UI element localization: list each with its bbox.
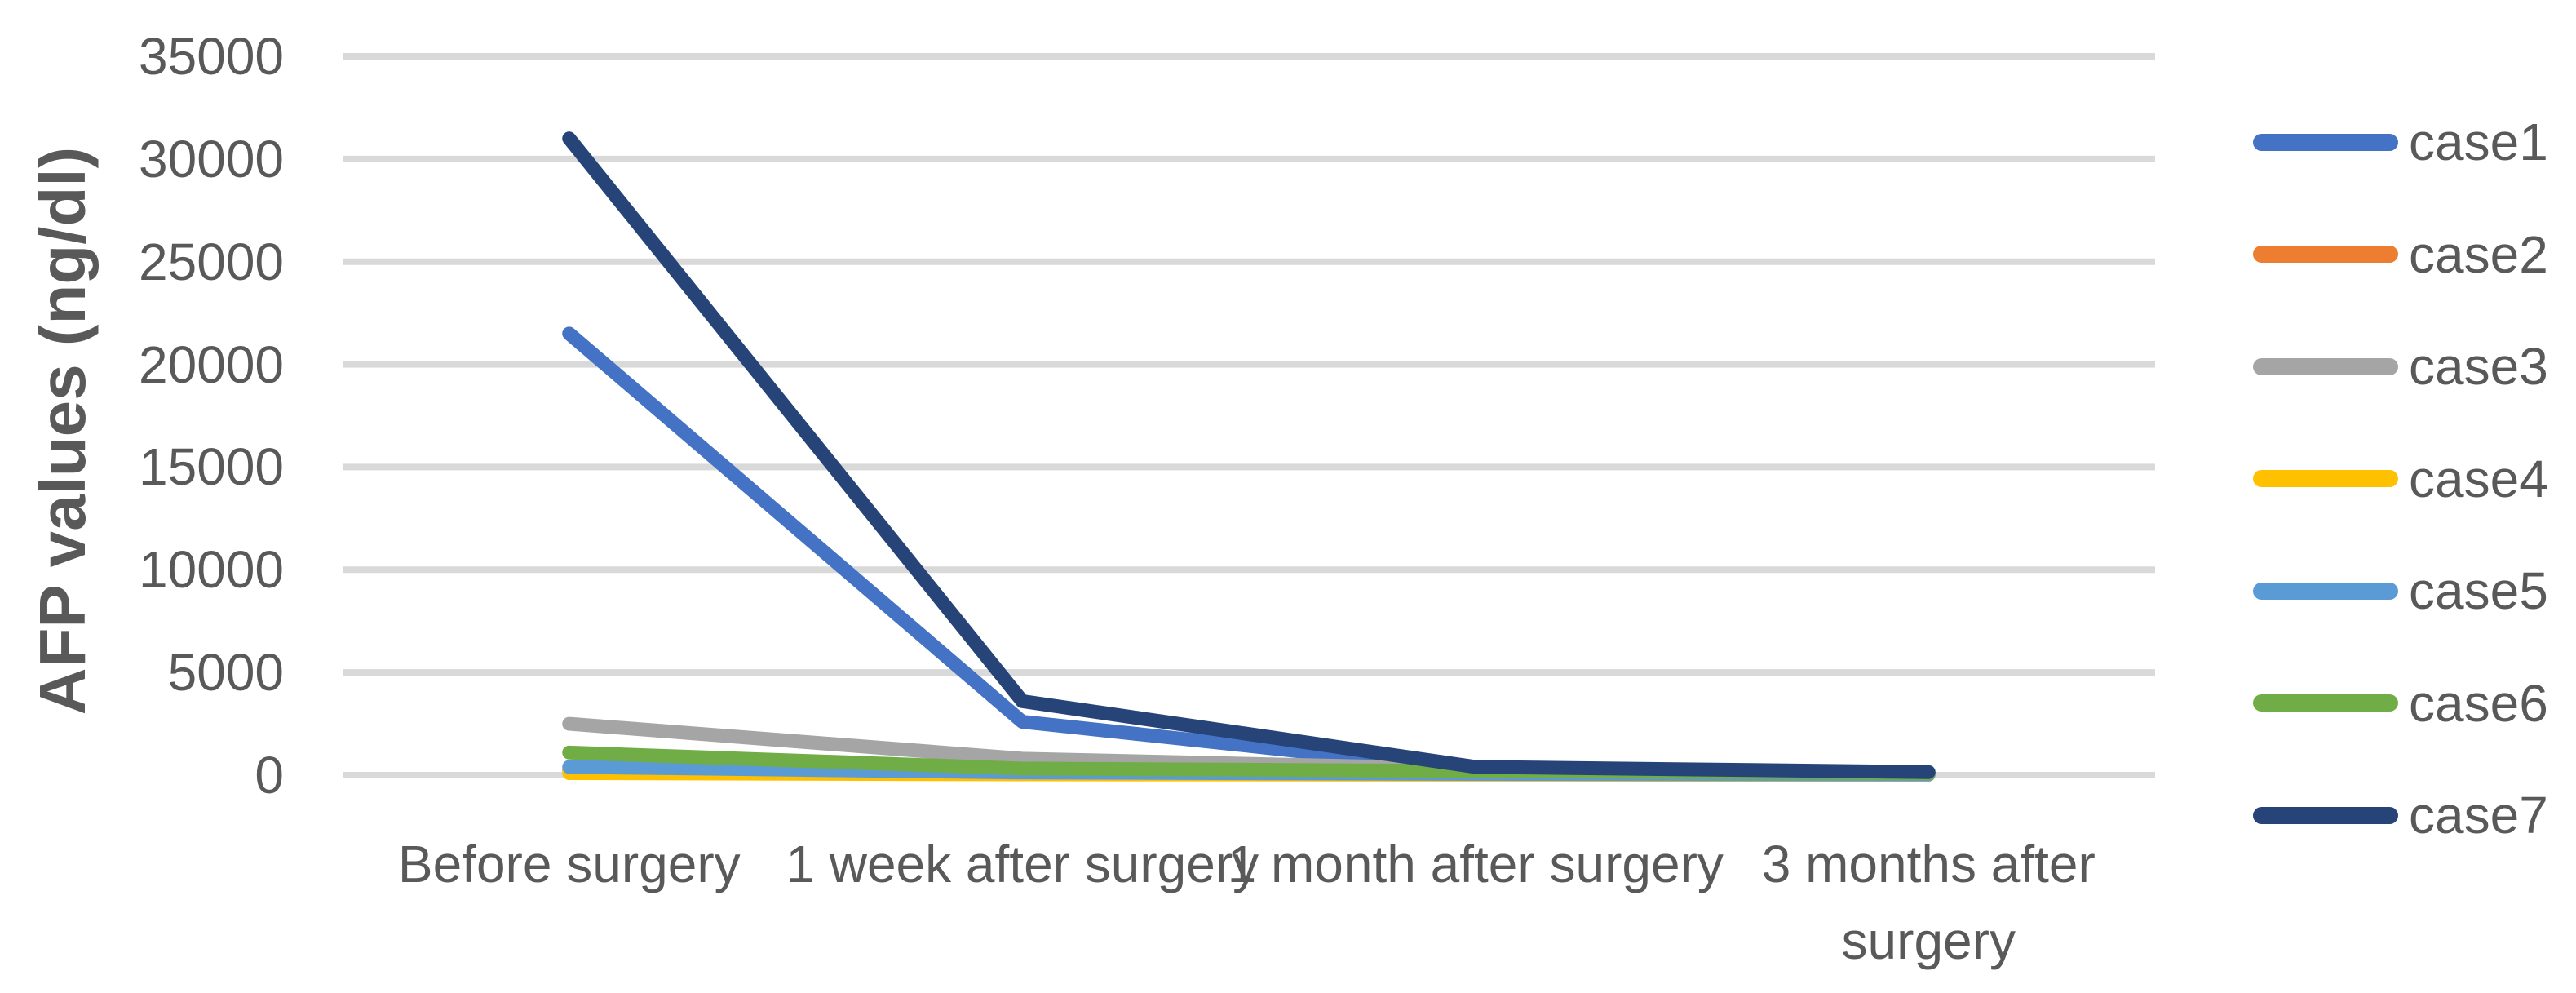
y-tick-label-5000: 5000 xyxy=(167,643,284,703)
legend-swatch-case6 xyxy=(2253,694,2398,712)
legend-item-case2: case2 xyxy=(2253,218,2548,291)
legend-swatch-case2 xyxy=(2253,246,2398,263)
legend-item-case7: case7 xyxy=(2253,778,2548,852)
legend-item-case6: case6 xyxy=(2253,667,2548,740)
legend-swatch-case4 xyxy=(2253,470,2398,487)
y-tick-label-35000: 35000 xyxy=(139,27,284,86)
legend-label-case4: case4 xyxy=(2409,449,2548,508)
x-category-label-4: 3 months after surgery xyxy=(1761,835,2096,970)
legend-item-case5: case5 xyxy=(2253,554,2548,627)
legend-label-case1: case1 xyxy=(2409,113,2548,171)
x-category-label-2: 1 week after surgery xyxy=(786,835,1259,893)
legend-label-case6: case6 xyxy=(2409,673,2548,733)
legend-swatch-case3 xyxy=(2253,357,2398,375)
y-tick-label-25000: 25000 xyxy=(139,232,284,291)
legend-label-case7: case7 xyxy=(2409,786,2548,844)
y-tick-label-20000: 20000 xyxy=(139,335,284,394)
legend-swatch-case5 xyxy=(2253,582,2398,600)
series-line-case7 xyxy=(562,131,1936,779)
y-tick-label-15000: 15000 xyxy=(139,437,284,497)
legend-item-case1: case1 xyxy=(2253,105,2548,179)
y-tick-label-10000: 10000 xyxy=(139,540,284,600)
legend-item-case3: case3 xyxy=(2253,330,2548,403)
x-category-label-1: Before surgery xyxy=(397,835,741,893)
y-tick-label-0: 0 xyxy=(255,746,284,805)
legend-label-case5: case5 xyxy=(2409,561,2548,620)
legend-item-case4: case4 xyxy=(2253,442,2548,516)
legend-label-case3: case3 xyxy=(2409,337,2548,396)
x-category-label-3: 1 month after surgery xyxy=(1227,835,1724,893)
legend-swatch-case7 xyxy=(2253,806,2398,824)
y-tick-label-30000: 30000 xyxy=(139,129,284,188)
legend-label-case2: case2 xyxy=(2409,224,2548,284)
legend-swatch-case1 xyxy=(2253,133,2398,151)
